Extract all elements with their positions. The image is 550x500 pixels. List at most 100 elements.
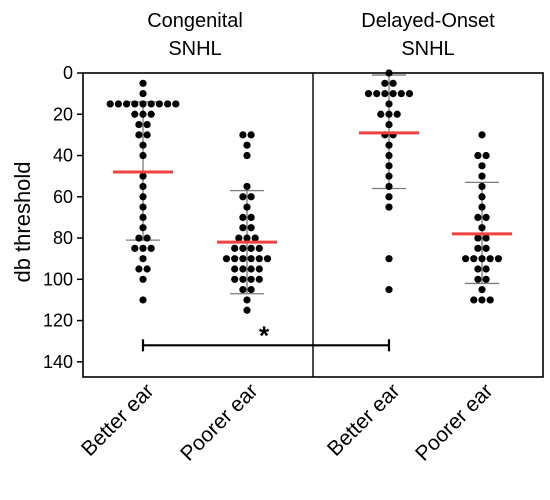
data-point: [462, 255, 470, 263]
y-tick-label: 60: [53, 187, 73, 207]
data-point: [381, 90, 389, 98]
y-tick-label: 40: [53, 146, 73, 166]
data-point: [482, 151, 490, 160]
data-point: [482, 265, 490, 273]
data-point: [222, 255, 231, 263]
data-point: [243, 141, 251, 149]
data-point: [131, 110, 139, 118]
data-point: [143, 120, 151, 129]
data-point: [143, 234, 151, 242]
data-point: [478, 193, 486, 201]
data-point: [239, 224, 247, 232]
data-point: [478, 131, 486, 139]
data-point: [478, 203, 486, 211]
data-point: [131, 244, 139, 252]
data-point: [478, 224, 486, 232]
group-titles: Congenital SNHL Delayed-Onset SNHL: [147, 10, 495, 60]
data-point: [139, 244, 147, 252]
data-point: [239, 244, 247, 252]
data-point: [385, 203, 393, 211]
data-point: [131, 100, 139, 108]
data-point: [231, 255, 239, 263]
data-point: [147, 100, 155, 108]
data-point: [155, 100, 163, 108]
x-axis-labels: Better ear Poorer ear Better ear Poorer ear: [77, 379, 497, 465]
data-point: [482, 213, 490, 222]
x-category-label: Poorer ear: [176, 379, 262, 465]
data-point: [474, 265, 482, 273]
data-point: [482, 244, 490, 252]
data-point: [147, 244, 155, 252]
data-point: [123, 100, 131, 108]
data-point: [139, 79, 147, 87]
data-point: [139, 110, 147, 118]
data-point: [486, 255, 494, 263]
data-point: [474, 234, 482, 242]
data-point: [389, 79, 397, 87]
data-point: [231, 244, 239, 252]
data-point: [478, 255, 486, 263]
data-point: [478, 286, 486, 294]
plot-frame: [82, 72, 544, 378]
data-point: [385, 286, 393, 294]
data-point: [474, 151, 482, 160]
data-point: [114, 100, 122, 108]
data-point: [385, 120, 393, 129]
data-point: [243, 306, 251, 314]
data-point: [243, 203, 251, 211]
data-point: [139, 255, 147, 263]
significance-bracket: *: [141, 320, 391, 352]
data-point: [143, 265, 151, 273]
data-point: [389, 90, 397, 98]
data-point: [486, 296, 494, 304]
data-point: [474, 244, 482, 252]
x-category-label: Better ear: [323, 379, 404, 460]
data-point: [239, 193, 247, 201]
data-point: [139, 90, 147, 98]
data-point: [135, 120, 143, 129]
data-point: [164, 100, 172, 108]
data-point: [247, 275, 255, 283]
x-category-label: Poorer ear: [411, 379, 497, 465]
data-point: [247, 224, 255, 232]
data-point: [474, 275, 482, 283]
data-point: [139, 151, 147, 160]
data-point: [247, 213, 255, 222]
data-point: [364, 90, 373, 98]
significance-star: *: [259, 320, 270, 350]
data-point: [147, 110, 155, 118]
data-point: [385, 255, 393, 263]
data-point: [470, 296, 478, 304]
y-tick-label: 0: [63, 63, 73, 83]
data-point: [106, 100, 114, 108]
data-point: [405, 90, 414, 98]
data-points: [106, 69, 502, 314]
data-point: [247, 131, 255, 139]
data-point: [143, 131, 151, 139]
data-point: [239, 131, 247, 139]
data-point: [393, 110, 401, 118]
data-point: [385, 193, 393, 201]
data-point: [139, 193, 147, 201]
data-point: [135, 234, 143, 242]
data-point: [247, 244, 255, 252]
data-point: [263, 255, 272, 263]
group-title-delayed-line1: Delayed-Onset: [361, 10, 495, 32]
data-point: [243, 234, 251, 242]
data-point: [255, 275, 263, 283]
data-point: [474, 213, 482, 222]
data-point: [251, 234, 259, 242]
data-point: [139, 182, 147, 191]
y-axis-label: db threshold: [10, 161, 35, 282]
data-point: [373, 90, 381, 98]
data-point: [231, 275, 239, 283]
data-point: [243, 182, 251, 191]
data-point: [139, 172, 147, 180]
y-tick-label: 140: [43, 352, 73, 372]
data-point: [139, 203, 147, 211]
data-point: [235, 234, 243, 242]
data-point: [255, 244, 263, 252]
data-point: [470, 255, 478, 263]
data-point: [139, 100, 147, 108]
data-point: [385, 182, 393, 191]
